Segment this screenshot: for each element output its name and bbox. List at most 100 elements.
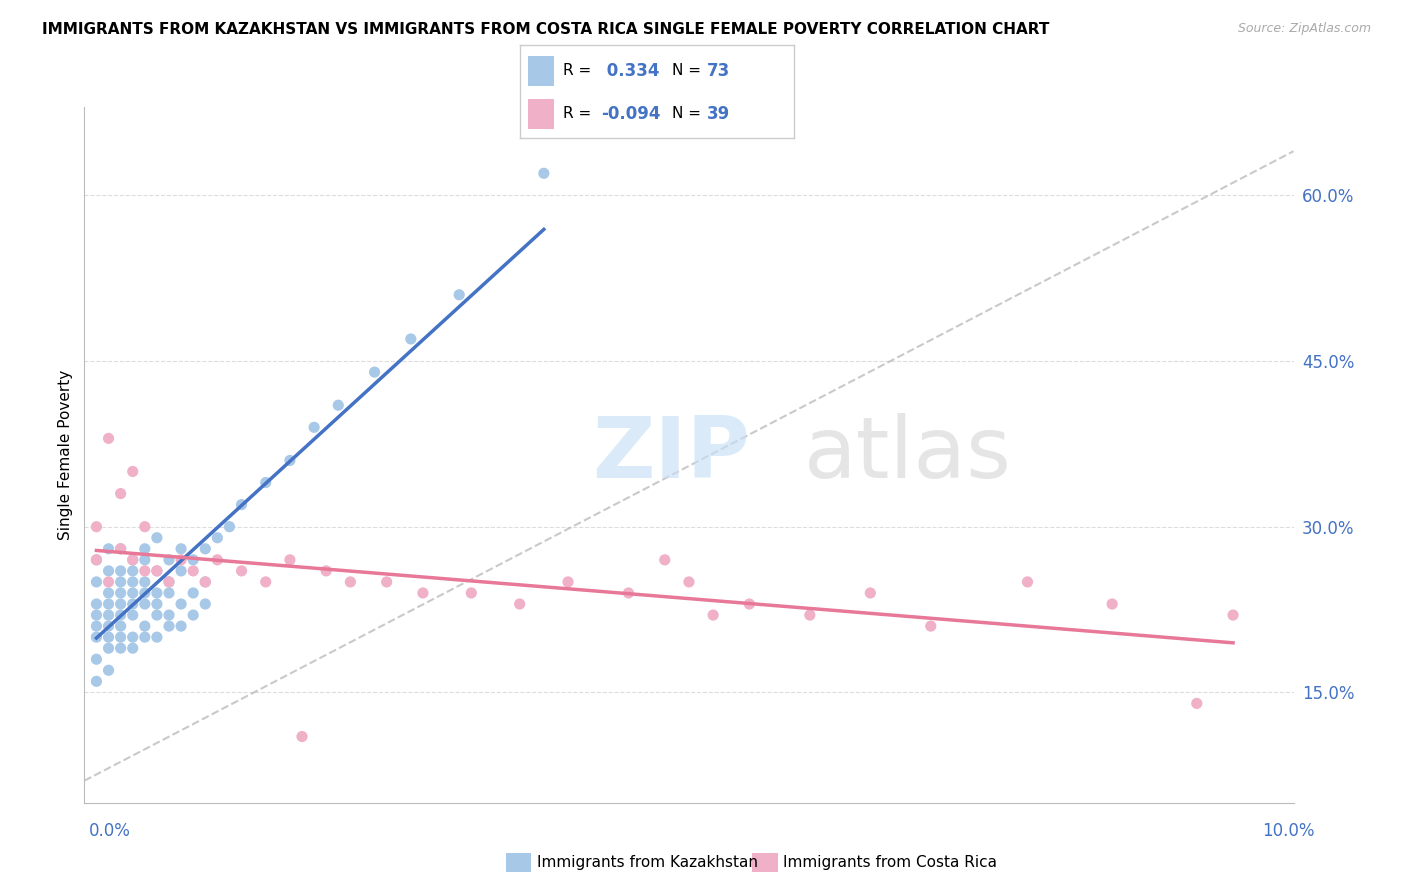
Point	[533, 166, 555, 180]
Point	[157, 574, 180, 589]
Point	[399, 332, 422, 346]
Text: Immigrants from Costa Rica: Immigrants from Costa Rica	[783, 855, 997, 870]
Point	[1101, 597, 1123, 611]
Point	[557, 574, 579, 589]
Point	[110, 608, 132, 623]
Point	[86, 553, 108, 567]
Point	[86, 553, 108, 567]
Text: Immigrants from Kazakhstan: Immigrants from Kazakhstan	[537, 855, 758, 870]
Text: IMMIGRANTS FROM KAZAKHSTAN VS IMMIGRANTS FROM COSTA RICA SINGLE FEMALE POVERTY C: IMMIGRANTS FROM KAZAKHSTAN VS IMMIGRANTS…	[42, 22, 1049, 37]
Point	[86, 597, 108, 611]
Point	[97, 597, 120, 611]
Point	[134, 586, 156, 600]
Point	[86, 608, 108, 623]
Point	[146, 597, 169, 611]
Point	[86, 619, 108, 633]
Point	[181, 608, 204, 623]
Point	[86, 574, 108, 589]
Bar	[752, 853, 778, 872]
Point	[207, 531, 229, 545]
Point	[134, 619, 156, 633]
Point	[509, 597, 531, 611]
Point	[678, 574, 700, 589]
Point	[121, 564, 143, 578]
Point	[181, 586, 204, 600]
Text: N =: N =	[672, 106, 702, 121]
Point	[617, 586, 640, 600]
Point	[218, 519, 240, 533]
Point	[702, 608, 724, 623]
Point	[121, 641, 143, 656]
Point	[121, 465, 143, 479]
Point	[328, 398, 350, 412]
Point	[194, 574, 217, 589]
Point	[86, 652, 108, 666]
Point	[121, 553, 143, 567]
Point	[738, 597, 761, 611]
Point	[134, 574, 156, 589]
Point	[146, 608, 169, 623]
Point	[181, 564, 204, 578]
Point	[181, 553, 204, 567]
Point	[110, 597, 132, 611]
Point	[97, 619, 120, 633]
Point	[157, 608, 180, 623]
Point	[412, 586, 434, 600]
Point	[86, 674, 108, 689]
FancyBboxPatch shape	[529, 56, 554, 86]
Point	[449, 287, 471, 301]
Point	[134, 541, 156, 556]
Text: 39: 39	[707, 105, 730, 123]
Point	[97, 663, 120, 677]
Point	[97, 630, 120, 644]
Point	[134, 597, 156, 611]
Point	[97, 586, 120, 600]
Point	[291, 730, 314, 744]
Point	[110, 630, 132, 644]
Point	[97, 608, 120, 623]
Point	[121, 586, 143, 600]
Point	[339, 574, 361, 589]
Point	[375, 574, 398, 589]
Point	[97, 431, 120, 445]
Point	[278, 453, 301, 467]
Text: 73: 73	[707, 62, 730, 79]
Point	[1017, 574, 1039, 589]
Point	[363, 365, 385, 379]
Point	[1185, 697, 1208, 711]
Point	[146, 564, 169, 578]
Point	[194, 541, 217, 556]
Point	[86, 519, 108, 533]
Point	[110, 619, 132, 633]
Point	[194, 574, 217, 589]
Point	[654, 553, 676, 567]
Point	[97, 564, 120, 578]
Point	[278, 553, 301, 567]
Point	[97, 641, 120, 656]
Point	[146, 564, 169, 578]
Point	[799, 608, 821, 623]
Point	[121, 574, 143, 589]
Text: Source: ZipAtlas.com: Source: ZipAtlas.com	[1237, 22, 1371, 36]
Point	[170, 541, 193, 556]
Point	[460, 586, 482, 600]
Point	[134, 553, 156, 567]
Point	[110, 574, 132, 589]
Point	[859, 586, 882, 600]
Point	[110, 564, 132, 578]
Point	[110, 541, 132, 556]
Point	[146, 531, 169, 545]
Point	[121, 553, 143, 567]
Point	[110, 541, 132, 556]
Point	[146, 586, 169, 600]
Point	[315, 564, 337, 578]
Point	[121, 597, 143, 611]
Point	[1222, 608, 1244, 623]
Point	[134, 564, 156, 578]
Point	[194, 597, 217, 611]
Text: R =: R =	[562, 63, 591, 78]
Text: atlas: atlas	[804, 413, 1012, 497]
Point	[97, 541, 120, 556]
Point	[110, 486, 132, 500]
Point	[110, 586, 132, 600]
